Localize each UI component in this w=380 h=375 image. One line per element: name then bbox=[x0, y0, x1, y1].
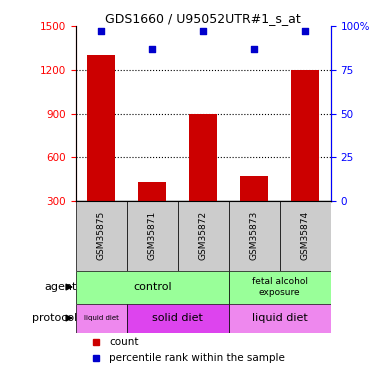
Text: protocol: protocol bbox=[32, 313, 77, 323]
Text: GSM35875: GSM35875 bbox=[97, 211, 106, 260]
Bar bbox=[127, 201, 178, 270]
Bar bbox=[291, 70, 319, 201]
Bar bbox=[76, 201, 127, 270]
Point bbox=[200, 28, 206, 34]
Text: GSM35871: GSM35871 bbox=[148, 211, 157, 260]
Bar bbox=[240, 176, 268, 201]
Text: count: count bbox=[109, 338, 139, 347]
Text: GSM35872: GSM35872 bbox=[199, 211, 208, 260]
Text: GSM35874: GSM35874 bbox=[301, 211, 310, 260]
Point bbox=[302, 28, 308, 34]
Text: GSM35873: GSM35873 bbox=[250, 211, 259, 260]
Text: percentile rank within the sample: percentile rank within the sample bbox=[109, 353, 285, 363]
Bar bbox=[76, 303, 127, 333]
Bar bbox=[229, 201, 280, 270]
Bar bbox=[229, 303, 331, 333]
Bar bbox=[280, 201, 331, 270]
Point bbox=[251, 46, 257, 52]
Text: control: control bbox=[133, 282, 172, 292]
Text: solid diet: solid diet bbox=[152, 313, 203, 323]
Point bbox=[149, 46, 155, 52]
Point bbox=[98, 28, 104, 34]
Bar bbox=[138, 182, 166, 201]
Bar bbox=[87, 56, 116, 201]
Text: agent: agent bbox=[44, 282, 77, 292]
Text: liquid diet: liquid diet bbox=[252, 313, 307, 323]
Bar bbox=[127, 303, 229, 333]
Bar bbox=[76, 270, 229, 303]
Bar bbox=[189, 114, 217, 201]
Text: fetal alcohol
exposure: fetal alcohol exposure bbox=[252, 278, 308, 297]
Title: GDS1660 / U95052UTR#1_s_at: GDS1660 / U95052UTR#1_s_at bbox=[105, 12, 301, 25]
Text: liquid diet: liquid diet bbox=[84, 315, 119, 321]
Bar bbox=[178, 201, 229, 270]
Bar bbox=[229, 270, 331, 303]
